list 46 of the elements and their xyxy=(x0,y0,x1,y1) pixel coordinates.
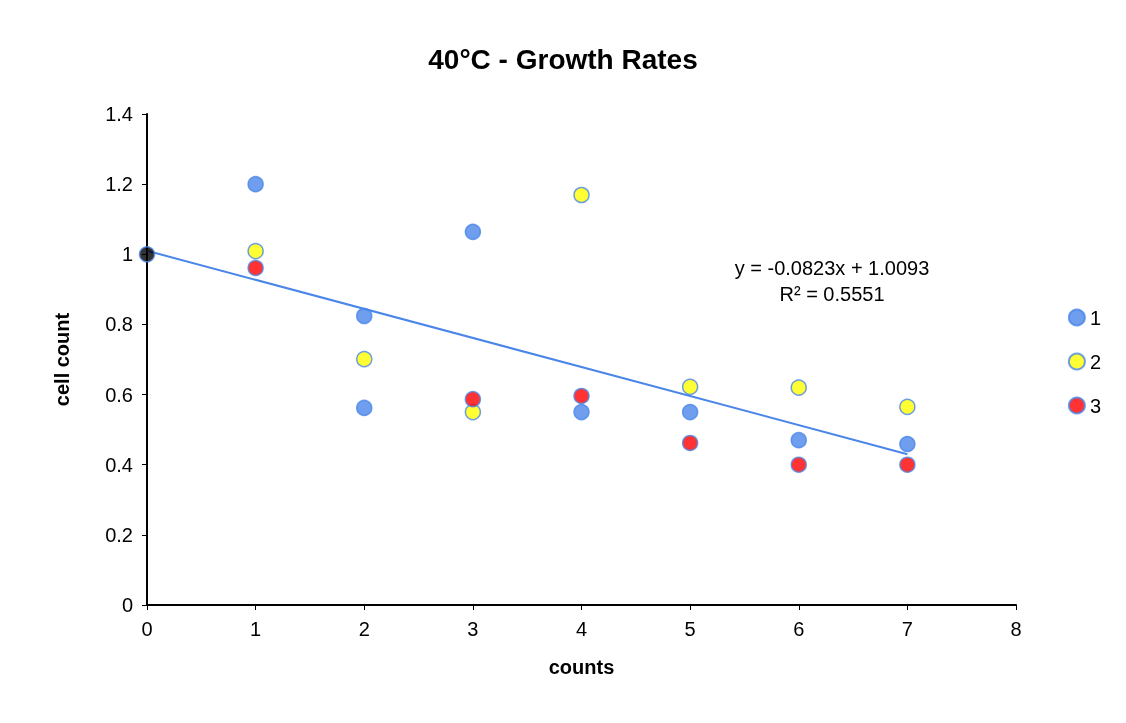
annotation: y = -0.0823x + 1.0093 xyxy=(734,257,930,279)
point xyxy=(356,399,373,417)
point xyxy=(573,403,590,421)
legend-label: 2 xyxy=(1089,350,1101,373)
x-tick-label: 1 xyxy=(250,618,262,640)
y-tick-label: 1.2 xyxy=(105,173,133,196)
y-tick-label: 1.4 xyxy=(105,103,133,125)
point xyxy=(790,379,807,396)
y-axis-title: cell count xyxy=(51,312,73,407)
y-tick-label: 1 xyxy=(121,243,133,266)
point xyxy=(356,350,373,368)
point xyxy=(899,398,916,416)
x-tick-label: 7 xyxy=(901,618,913,640)
x-tick-label: 2 xyxy=(358,618,370,640)
point xyxy=(681,378,699,396)
point xyxy=(790,431,807,449)
x-axis-title: counts xyxy=(548,656,615,678)
x-tick-label: 4 xyxy=(575,618,588,640)
point xyxy=(247,175,264,193)
chart-title: 40°C - Growth Rates xyxy=(428,43,698,75)
y-tick-label: 0.2 xyxy=(105,523,133,546)
y-tick-label: 0.8 xyxy=(105,313,133,336)
y-tick-label: 0 xyxy=(121,594,133,616)
x-tick-label: 6 xyxy=(793,618,805,640)
point xyxy=(681,403,699,421)
point xyxy=(464,390,482,408)
point xyxy=(573,186,590,204)
y-tick-label: 0.4 xyxy=(105,453,133,476)
legend-label: 3 xyxy=(1089,394,1101,417)
point xyxy=(356,307,373,325)
x-tick-label: 0 xyxy=(141,618,153,640)
point xyxy=(247,259,264,277)
legend-label: 1 xyxy=(1089,306,1101,329)
point xyxy=(138,246,156,263)
point xyxy=(899,456,916,473)
annotation: R² = 0.5551 xyxy=(779,283,885,305)
point xyxy=(464,223,482,241)
x-tick-label: 5 xyxy=(684,618,696,640)
x-tick-label: 3 xyxy=(467,618,479,640)
point xyxy=(247,242,264,260)
point xyxy=(681,434,699,452)
point xyxy=(790,456,807,473)
x-tick-label: 8 xyxy=(1010,618,1022,640)
point xyxy=(899,435,916,453)
point xyxy=(573,387,590,405)
y-tick-label: 0.6 xyxy=(105,383,133,406)
